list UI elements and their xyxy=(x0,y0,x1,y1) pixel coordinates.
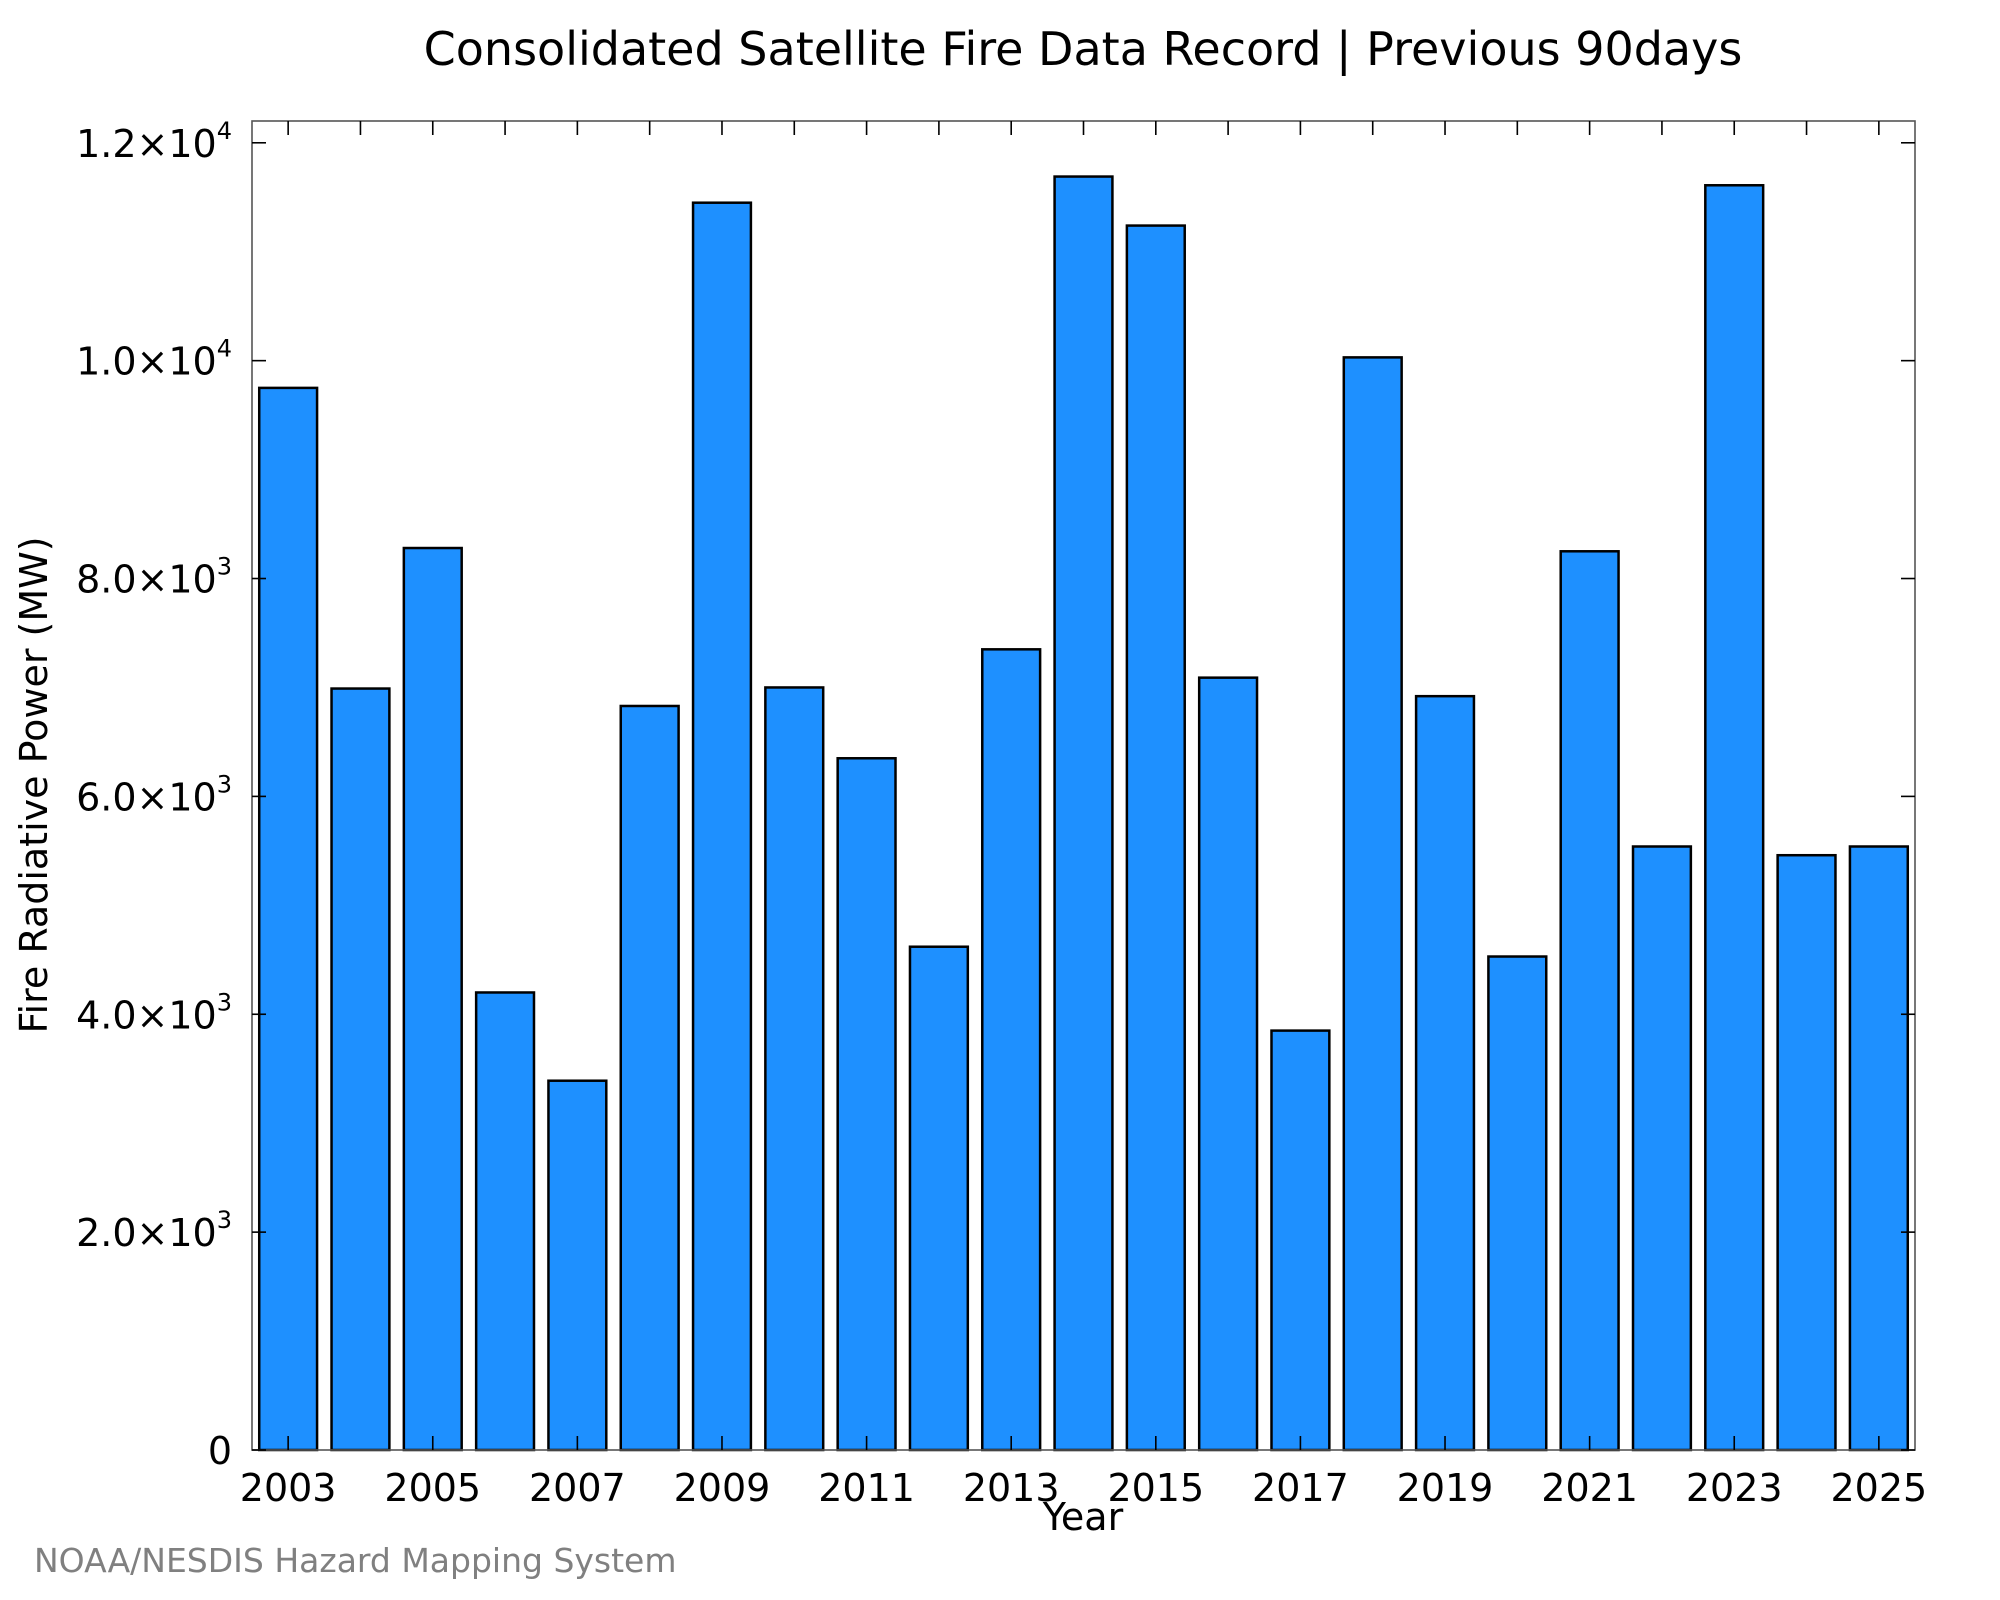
x-tick-label-2023: 2023 xyxy=(1686,1466,1783,1510)
x-tick-label-2015: 2015 xyxy=(1107,1466,1204,1510)
bar-2013 xyxy=(981,648,1042,1452)
credit-text: NOAA/NESDIS Hazard Mapping System xyxy=(34,1541,677,1580)
bar-2005 xyxy=(402,546,463,1452)
y-tick-label-0: 0 xyxy=(208,1429,232,1473)
bar-2012 xyxy=(908,945,970,1452)
bar-2006 xyxy=(474,991,536,1452)
x-tick-label-2003: 2003 xyxy=(240,1466,337,1510)
x-tick-label-2005: 2005 xyxy=(384,1466,481,1510)
bar-2010 xyxy=(764,686,825,1452)
bar-2023 xyxy=(1704,184,1765,1452)
x-tick-label-2025: 2025 xyxy=(1830,1466,1927,1510)
x-tick-label-2007: 2007 xyxy=(529,1466,626,1510)
bar-2003 xyxy=(257,386,319,1452)
x-tick-label-2011: 2011 xyxy=(818,1466,915,1510)
bar-2008 xyxy=(619,704,680,1452)
x-axis-label: Year xyxy=(1042,1495,1124,1539)
bars-group xyxy=(257,175,1910,1452)
x-tick-label-2021: 2021 xyxy=(1541,1466,1638,1510)
bar-2024 xyxy=(1776,853,1837,1452)
y-tick-label-12000: 1.2×104 xyxy=(76,117,232,166)
x-tick-label-2017: 2017 xyxy=(1252,1466,1349,1510)
bar-2017 xyxy=(1270,1029,1331,1452)
y-tick-label-6000: 6.0×103 xyxy=(76,770,232,819)
chart-title: Consolidated Satellite Fire Data Record … xyxy=(424,22,1743,77)
y-tick-label-2000: 2.0×103 xyxy=(76,1206,232,1255)
bar-2022 xyxy=(1631,845,1693,1452)
bar-2019 xyxy=(1414,694,1476,1452)
bar-2015 xyxy=(1125,224,1186,1452)
bar-2020 xyxy=(1487,955,1548,1452)
y-tick-label-10000: 1.0×104 xyxy=(76,335,232,384)
bar-2009 xyxy=(691,201,753,1452)
bar-2018 xyxy=(1342,356,1403,1452)
y-tick-label-8000: 8.0×103 xyxy=(76,553,232,602)
x-tick-label-2009: 2009 xyxy=(674,1466,771,1510)
x-tick-label-2019: 2019 xyxy=(1397,1466,1494,1510)
ticks-group xyxy=(252,121,1915,1451)
x-tick-label-2013: 2013 xyxy=(963,1466,1060,1510)
bar-2016 xyxy=(1197,676,1259,1452)
bar-2025 xyxy=(1848,845,1910,1452)
y-axis-label: Fire Radiative Power (MW) xyxy=(12,536,56,1033)
y-tick-labels: 0 2.0×103 4.0×103 6.0×103 8.0×103 1.0×104 1.2×… xyxy=(76,117,232,1473)
bar-2004 xyxy=(330,687,391,1452)
x-tick-labels: 2003 2005 2007 2009 2011 2013 2015 2017 2019 2021… xyxy=(240,1466,1927,1510)
y-tick-label-4000: 4.0×103 xyxy=(76,988,232,1037)
bar-2011 xyxy=(836,757,897,1452)
bar-2021 xyxy=(1559,550,1620,1452)
bar-2014 xyxy=(1053,175,1114,1452)
bar-2007 xyxy=(547,1079,608,1452)
